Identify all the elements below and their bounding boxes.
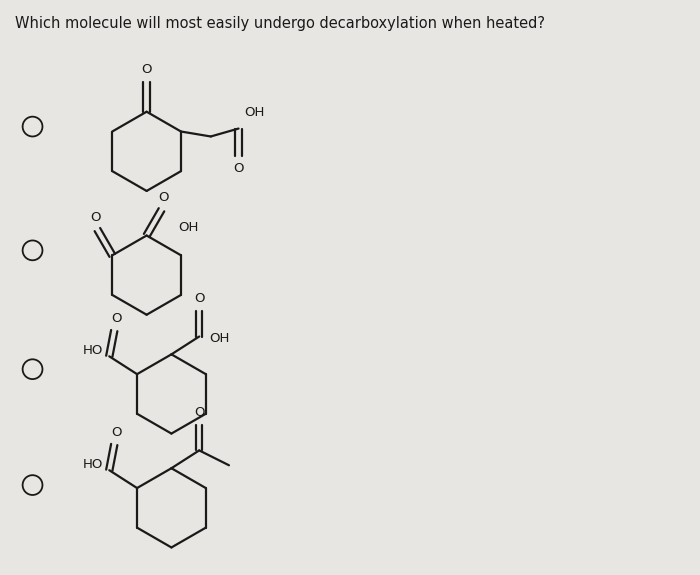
Text: O: O — [111, 426, 122, 439]
Text: OH: OH — [209, 332, 230, 345]
Text: O: O — [194, 406, 204, 419]
Text: O: O — [90, 210, 101, 224]
Text: O: O — [111, 312, 122, 325]
Text: O: O — [194, 292, 204, 305]
Text: O: O — [158, 191, 169, 204]
Text: O: O — [233, 162, 244, 175]
Text: HO: HO — [83, 458, 104, 471]
Text: OH: OH — [244, 106, 265, 118]
Text: OH: OH — [178, 221, 199, 234]
Text: O: O — [141, 63, 152, 76]
Text: HO: HO — [83, 344, 104, 357]
Text: Which molecule will most easily undergo decarboxylation when heated?: Which molecule will most easily undergo … — [15, 16, 545, 30]
